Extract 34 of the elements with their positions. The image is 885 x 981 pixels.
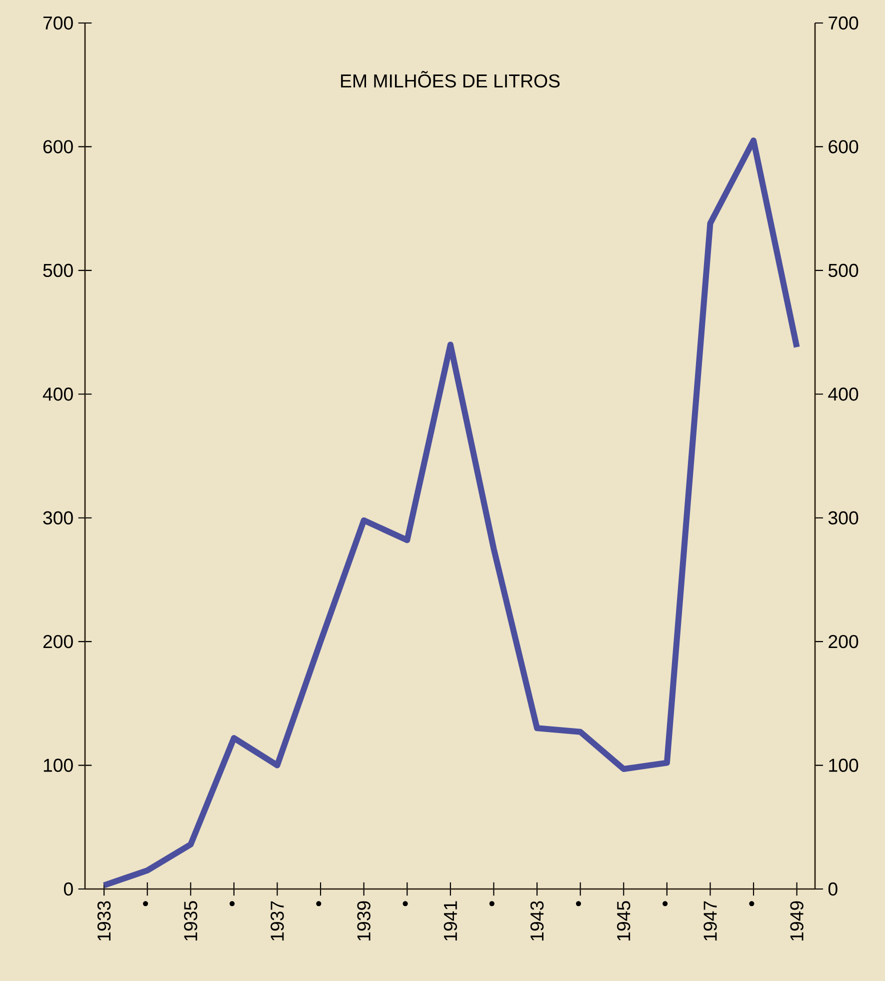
y2-tick-label: 100 — [44, 758, 73, 772]
y-tick-label: 400 — [828, 388, 858, 401]
y2-tick-label: 300 — [43, 511, 73, 524]
x-tick-label: 1949 — [790, 901, 804, 940]
y-tick-label: 100 — [829, 758, 858, 772]
y2-tick-label: 600 — [43, 140, 73, 154]
y2-tick-label: 200 — [43, 634, 73, 648]
x-tick-label: 1941 — [444, 901, 458, 940]
x-tick-label: 1935 — [184, 901, 198, 940]
y2-tick-label: 0 — [64, 882, 73, 896]
text: EM MILHÕES DE LITROS — [341, 70, 560, 88]
x-tick-label: 1943 — [530, 901, 544, 940]
x-tick-label: • — [489, 901, 494, 906]
x-tick-label: 1937 — [270, 901, 284, 940]
x-tick-label: 1939 — [357, 901, 370, 940]
x-tick-label: 1945 — [617, 901, 630, 940]
y-tick-label: 200 — [828, 634, 858, 648]
x-tick-label: • — [230, 901, 235, 906]
y2-tick-label: 700 — [43, 16, 73, 30]
y-tick-label: 300 — [828, 511, 858, 524]
x-tick-label: 1933 — [97, 901, 111, 940]
x-tick-label: 1947 — [704, 901, 717, 940]
y-tick-label: 600 — [828, 140, 858, 154]
x-tick-label: • — [662, 901, 668, 906]
x-tick-label: • — [316, 901, 322, 906]
y2-tick-label: 400 — [42, 388, 73, 401]
x-tick-label: • — [402, 901, 408, 906]
y2-tick-label: 500 — [43, 264, 73, 278]
y-tick-label: 0 — [828, 882, 838, 896]
y-tick-label: 500 — [828, 264, 858, 278]
x-tick-label: • — [749, 901, 754, 906]
y-tick-label: 700 — [828, 16, 858, 30]
x-tick-label: • — [576, 901, 582, 906]
x-tick-label: • — [142, 901, 148, 906]
